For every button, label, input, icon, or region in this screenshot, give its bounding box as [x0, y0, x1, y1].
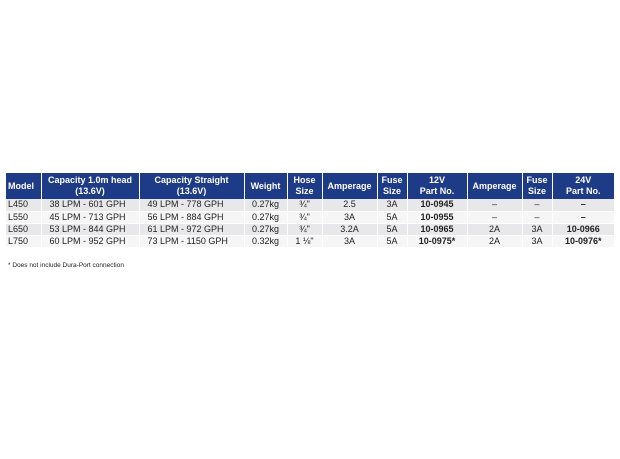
pump-spec-table: Model Capacity 1.0m head (13.6V) Capacit… — [6, 173, 614, 248]
cell-model: L650 — [6, 223, 42, 236]
cell-part-24v: 10-0966 — [552, 223, 614, 236]
cell-weight: 0.32kg — [244, 235, 288, 248]
cell-weight: 0.27kg — [244, 199, 288, 212]
footnote: * Does not include Dura-Port connection — [8, 262, 124, 269]
cell-amperage-24v: 2A — [467, 223, 523, 236]
cell-fuse-12v: 5A — [377, 211, 408, 224]
header-fuse-12v: Fuse Size — [377, 173, 408, 199]
cell-hose-size: 1 ⅛" — [287, 235, 323, 248]
header-row: Model Capacity 1.0m head (13.6V) Capacit… — [6, 173, 614, 199]
cell-amperage-12v: 3A — [322, 235, 378, 248]
cell-fuse-24v: – — [522, 211, 553, 224]
header-capacity-head-line1: Capacity 1.0m head — [47, 175, 133, 185]
cell-fuse-12v: 5A — [377, 223, 408, 236]
cell-hose-size: ¾" — [287, 211, 323, 224]
cell-amperage-12v: 3A — [322, 211, 378, 224]
cell-part-12v: 10-0945 — [407, 199, 468, 212]
cell-fuse-12v: 5A — [377, 235, 408, 248]
header-capacity-straight-line2: (13.6V) — [176, 186, 207, 196]
cell-part-24v: 10-0976* — [552, 235, 614, 248]
table-row: L550 45 LPM - 713 GPH 56 LPM - 884 GPH 0… — [6, 211, 614, 224]
cell-amperage-12v: 3.2A — [322, 223, 378, 236]
cell-model: L550 — [6, 211, 42, 224]
header-part-12v: 12V Part No. — [407, 173, 468, 199]
header-capacity-straight: Capacity Straight (13.6V) — [139, 173, 245, 199]
cell-capacity-head: 45 LPM - 713 GPH — [41, 211, 140, 224]
cell-fuse-24v: 3A — [522, 235, 553, 248]
header-part-12v-line1: 12V — [428, 175, 445, 185]
cell-weight: 0.27kg — [244, 223, 288, 236]
header-hose-size-line1: Hose — [293, 175, 316, 185]
cell-part-12v: 10-0975* — [407, 235, 468, 248]
cell-part-12v: 10-0955 — [407, 211, 468, 224]
header-fuse-12v-line2: Size — [382, 186, 401, 196]
cell-fuse-24v: – — [522, 199, 553, 212]
cell-part-24v: – — [552, 199, 614, 212]
cell-hose-size: ¾" — [287, 199, 323, 212]
cell-amperage-24v: 2A — [467, 235, 523, 248]
cell-weight: 0.27kg — [244, 211, 288, 224]
cell-amperage-12v: 2.5 — [322, 199, 378, 212]
header-capacity-straight-line1: Capacity Straight — [154, 175, 229, 185]
cell-fuse-24v: 3A — [522, 223, 553, 236]
cell-model: L750 — [6, 235, 42, 248]
cell-capacity-straight: 56 LPM - 884 GPH — [139, 211, 245, 224]
cell-part-24v: – — [552, 211, 614, 224]
header-fuse-24v-line1: Fuse — [526, 175, 548, 185]
cell-part-12v: 10-0965 — [407, 223, 468, 236]
header-part-24v: 24V Part No. — [552, 173, 614, 199]
header-part-24v-line2: Part No. — [565, 186, 601, 196]
cell-model: L450 — [6, 199, 42, 212]
header-capacity-head: Capacity 1.0m head (13.6V) — [41, 173, 140, 199]
header-amperage-12v: Amperage — [322, 173, 378, 199]
header-fuse-24v-line2: Size — [527, 186, 546, 196]
cell-amperage-24v: – — [467, 199, 523, 212]
cell-amperage-24v: – — [467, 211, 523, 224]
cell-capacity-straight: 61 LPM - 972 GPH — [139, 223, 245, 236]
cell-capacity-head: 60 LPM - 952 GPH — [41, 235, 140, 248]
header-fuse-24v: Fuse Size — [522, 173, 553, 199]
header-weight: Weight — [244, 173, 288, 199]
header-part-24v-line1: 24V — [575, 175, 592, 185]
table-row: L450 38 LPM - 601 GPH 49 LPM - 778 GPH 0… — [6, 199, 614, 212]
header-model: Model — [6, 173, 42, 199]
cell-fuse-12v: 3A — [377, 199, 408, 212]
header-capacity-head-line2: (13.6V) — [75, 186, 105, 196]
cell-capacity-straight: 49 LPM - 778 GPH — [139, 199, 245, 212]
header-fuse-12v-line1: Fuse — [381, 175, 403, 185]
cell-capacity-head: 38 LPM - 601 GPH — [41, 199, 140, 212]
header-amperage-24v: Amperage — [467, 173, 523, 199]
cell-capacity-head: 53 LPM - 844 GPH — [41, 223, 140, 236]
cell-capacity-straight: 73 LPM - 1150 GPH — [139, 235, 245, 248]
cell-hose-size: ¾" — [287, 223, 323, 236]
table-row: L750 60 LPM - 952 GPH 73 LPM - 1150 GPH … — [6, 235, 614, 248]
header-hose-size: Hose Size — [287, 173, 323, 199]
header-part-12v-line2: Part No. — [419, 186, 455, 196]
header-hose-size-line2: Size — [295, 186, 314, 196]
table-row: L650 53 LPM - 844 GPH 61 LPM - 972 GPH 0… — [6, 223, 614, 236]
